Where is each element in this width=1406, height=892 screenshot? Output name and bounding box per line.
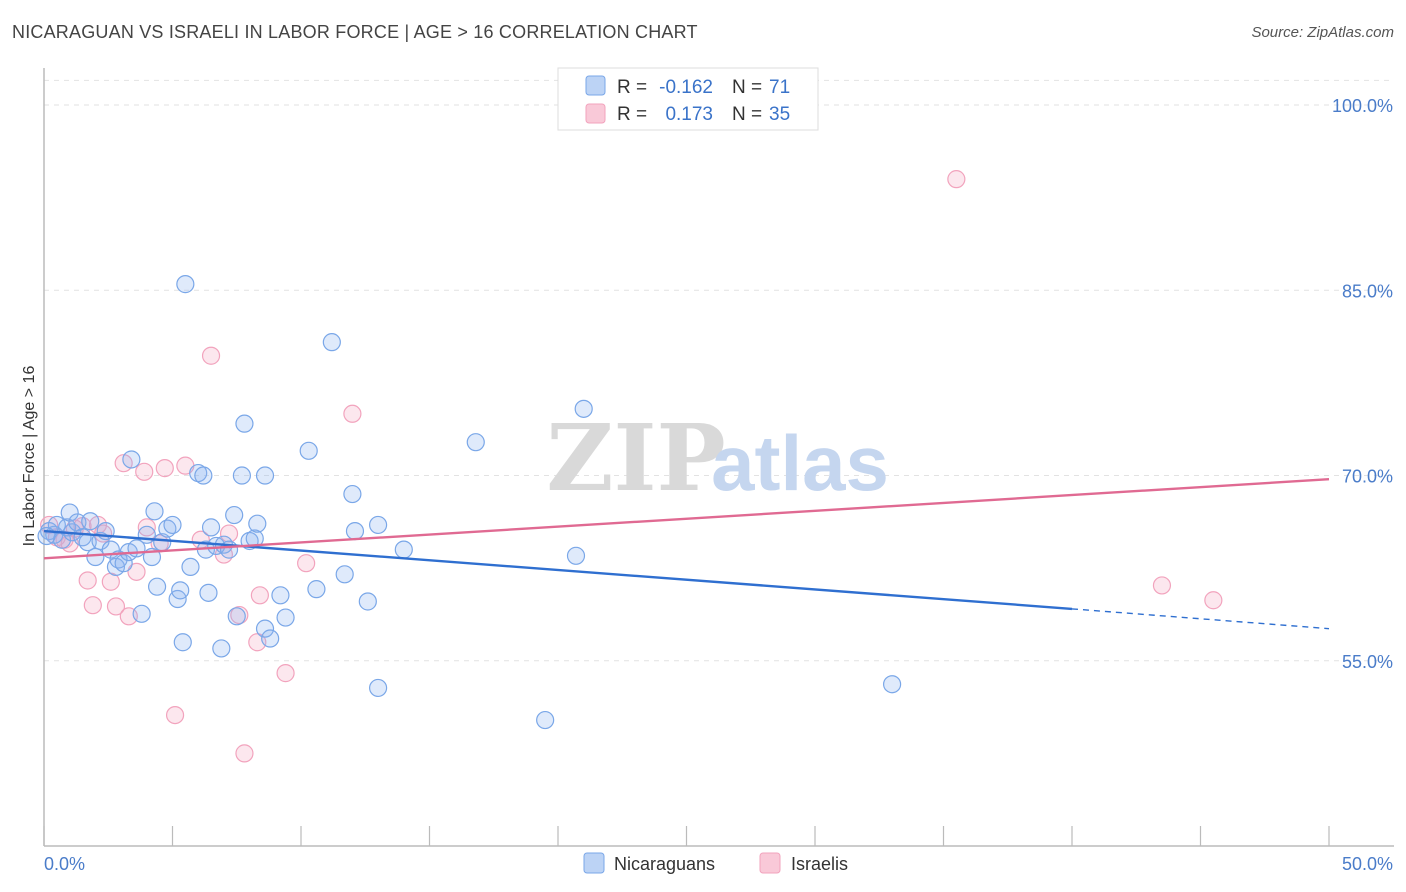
point-nicaraguans <box>343 484 362 504</box>
watermark-atlas: atlas <box>711 419 889 507</box>
point-nicaraguans <box>227 607 246 626</box>
legend-r-label-1: R = <box>617 77 647 98</box>
point-israelis <box>1204 591 1223 610</box>
point-nicaraguans <box>171 581 190 600</box>
point-nicaraguans <box>255 619 275 638</box>
x-tick-label-min: 0.0% <box>44 854 85 874</box>
point-nicaraguans <box>276 608 295 627</box>
point-nicaraguans <box>37 526 56 546</box>
bottom-legend-label-nicaraguans: Nicaraguans <box>614 854 715 874</box>
point-israelis <box>78 571 97 590</box>
point-nicaraguans <box>173 633 192 652</box>
legend-r-value-1: -0.162 <box>659 77 713 98</box>
point-israelis <box>127 562 146 581</box>
point-nicaraguans <box>132 604 151 623</box>
point-nicaraguans <box>181 557 200 577</box>
point-nicaraguans <box>81 512 100 531</box>
point-nicaraguans <box>225 505 244 525</box>
trend-line-israelis <box>43 478 1330 560</box>
point-nicaraguans <box>299 441 318 460</box>
y-tick-label: 85.0% <box>1342 281 1393 301</box>
y-tick-label: 70.0% <box>1342 467 1393 487</box>
point-nicaraguans <box>255 466 275 485</box>
bottom-legend: Nicaraguans Israelis <box>583 852 848 874</box>
trend-line-nicaraguans <box>43 529 1073 611</box>
point-nicaraguans <box>307 580 326 599</box>
legend-r-label-2: R = <box>617 104 647 125</box>
point-nicaraguans <box>335 565 354 584</box>
point-israelis <box>276 664 295 683</box>
point-israelis <box>235 744 254 763</box>
point-nicaraguans <box>394 540 413 559</box>
point-nicaraguans <box>232 466 251 485</box>
point-nicaraguans <box>86 547 105 567</box>
x-tick-label-max: 50.0% <box>1342 854 1393 874</box>
point-nicaraguans <box>137 525 156 544</box>
y-tick-labels: 100.0% 85.0% 70.0% 55.0% <box>1332 96 1393 672</box>
grid-lines <box>44 79 1394 662</box>
point-nicaraguans <box>369 678 388 698</box>
legend-n-value-2: 35 <box>769 104 790 125</box>
point-nicaraguans <box>145 502 164 521</box>
legend-box: R = -0.162 N = 71 R = 0.173 N = 35 <box>557 67 819 131</box>
trend-line-nicaraguans-extension <box>1071 608 1330 630</box>
point-nicaraguans <box>194 466 213 485</box>
point-israelis <box>219 524 239 543</box>
point-israelis <box>201 346 221 365</box>
point-israelis <box>83 596 102 615</box>
point-nicaraguans <box>235 414 254 433</box>
point-israelis <box>165 705 185 725</box>
watermark-zip: ZIP <box>546 404 725 512</box>
point-nicaraguans <box>60 503 79 522</box>
point-nicaraguans <box>201 518 221 537</box>
y-tick-label: 55.0% <box>1342 652 1393 672</box>
legend-n-label-1: N = <box>732 77 762 98</box>
point-nicaraguans <box>261 629 280 648</box>
point-nicaraguans <box>122 450 141 469</box>
point-nicaraguans <box>322 333 341 352</box>
x-ticks <box>43 826 1330 846</box>
point-nicaraguans <box>466 433 485 452</box>
point-nicaraguans <box>271 586 290 605</box>
point-israelis <box>250 586 269 605</box>
point-israelis <box>343 404 362 423</box>
point-israelis <box>947 170 966 189</box>
chart-title: NICARAGUAN VS ISRAELI IN LABOR FORCE | A… <box>12 22 698 42</box>
point-nicaraguans <box>176 275 195 294</box>
point-nicaraguans <box>574 399 593 418</box>
legend-r-value-2: 0.173 <box>665 104 713 125</box>
y-tick-label: 100.0% <box>1332 96 1393 116</box>
trend-lines <box>43 478 1330 630</box>
point-nicaraguans <box>536 710 555 730</box>
legend-swatch-nicaraguans <box>585 75 606 96</box>
legend-n-label-2: N = <box>732 104 762 125</box>
point-israelis <box>106 597 126 616</box>
bottom-legend-swatch-israelis <box>759 852 781 874</box>
point-nicaraguans <box>147 577 167 596</box>
legend-swatch-israelis <box>585 103 606 124</box>
point-nicaraguans <box>358 592 377 611</box>
point-nicaraguans <box>566 546 586 565</box>
point-israelis <box>297 554 316 573</box>
bottom-legend-swatch-nicaraguans <box>583 852 605 874</box>
point-nicaraguans <box>114 554 133 573</box>
point-israelis <box>137 518 156 537</box>
point-israelis <box>1152 576 1172 595</box>
legend-n-value-1: 71 <box>769 77 790 98</box>
source-label: Source: ZipAtlas.com <box>1251 24 1394 41</box>
y-axis-title: In Labor Force | Age > 16 <box>21 366 38 547</box>
point-nicaraguans <box>248 514 267 533</box>
point-nicaraguans <box>369 515 388 535</box>
bottom-legend-label-israelis: Israelis <box>791 854 848 874</box>
point-nicaraguans <box>212 639 231 658</box>
point-nicaraguans <box>345 521 365 541</box>
point-nicaraguans <box>163 515 182 535</box>
point-israelis <box>155 459 174 478</box>
point-israelis <box>94 524 113 543</box>
point-nicaraguans <box>199 583 218 602</box>
point-nicaraguans <box>882 675 902 694</box>
point-israelis <box>135 462 154 481</box>
